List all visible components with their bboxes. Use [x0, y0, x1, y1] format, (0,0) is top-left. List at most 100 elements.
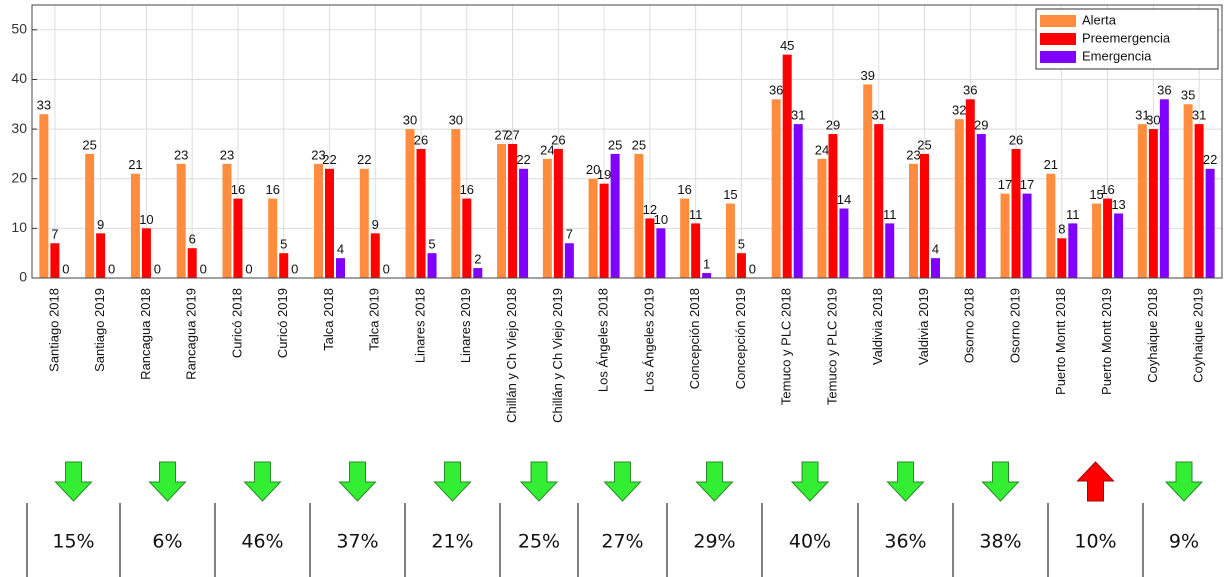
data-label: 9 — [372, 217, 379, 232]
data-label: 22 — [1203, 152, 1217, 167]
bar — [771, 99, 781, 279]
percent-cell: 29% — [693, 531, 735, 553]
data-label: 26 — [1009, 132, 1023, 147]
legend-swatch — [1040, 51, 1076, 63]
x-tick-label: Puerto Montt 2018 — [1053, 288, 1068, 395]
x-tick-label: Santiago 2018 — [46, 288, 61, 372]
bar — [610, 153, 620, 278]
bar — [1000, 193, 1010, 278]
bar — [370, 233, 380, 278]
bar — [599, 183, 609, 278]
legend-swatch — [1040, 15, 1076, 27]
bar — [497, 143, 507, 278]
data-label: 4 — [932, 242, 939, 257]
data-label: 36 — [769, 83, 783, 98]
data-label: 11 — [883, 207, 897, 222]
bar — [1183, 104, 1193, 278]
x-tick-label: Talca 2019 — [367, 288, 382, 351]
data-label: 14 — [837, 192, 851, 207]
x-tick-label: Talca 2018 — [321, 288, 336, 351]
bar — [1194, 124, 1204, 278]
bar — [508, 143, 518, 278]
trend-arrow — [886, 461, 925, 502]
data-label: 12 — [643, 202, 657, 217]
data-label: 15 — [723, 187, 737, 202]
y-tick-label: 30 — [11, 120, 27, 136]
data-label: 24 — [540, 142, 554, 157]
data-label: 31 — [1135, 108, 1149, 123]
bar — [1092, 203, 1102, 278]
bar — [588, 178, 598, 278]
data-label: 21 — [1044, 157, 1058, 172]
bar — [1057, 238, 1067, 278]
data-label: 16 — [1100, 182, 1114, 197]
x-tick-label: Coyhaique 2018 — [1145, 288, 1160, 383]
trend-arrow — [603, 461, 642, 502]
y-tick-label: 40 — [11, 70, 27, 86]
bar — [1159, 99, 1169, 279]
bar — [268, 198, 278, 278]
bar — [976, 134, 986, 278]
y-tick-label: 50 — [11, 21, 27, 37]
data-label: 5 — [428, 237, 435, 252]
percent-cell: 40% — [789, 531, 831, 553]
data-label: 13 — [1111, 197, 1125, 212]
trend-arrow — [148, 461, 187, 502]
data-label: 7 — [51, 227, 58, 242]
x-tick-label: Valdivia 2018 — [870, 288, 885, 365]
bar — [839, 208, 849, 278]
bar — [416, 148, 426, 278]
bar — [1022, 193, 1032, 278]
y-tick-label: 10 — [11, 219, 27, 235]
data-label: 0 — [749, 261, 756, 276]
data-label: 7 — [566, 227, 573, 242]
bar — [176, 163, 186, 278]
data-label: 0 — [108, 261, 115, 276]
bar — [736, 253, 746, 278]
y-tick-label: 0 — [19, 269, 27, 285]
x-tick-label: Curicó 2018 — [229, 288, 244, 358]
percent-cell: 25% — [518, 531, 560, 553]
bar — [39, 114, 49, 278]
data-label: 10 — [139, 212, 153, 227]
percent-cell: 9% — [1169, 531, 1199, 553]
x-tick-label: Valdivia 2019 — [916, 288, 931, 365]
bar — [885, 223, 895, 278]
data-label: 4 — [337, 242, 344, 257]
bar — [691, 223, 701, 278]
data-label: 45 — [780, 38, 794, 53]
data-label: 24 — [815, 142, 829, 157]
data-label: 6 — [189, 232, 196, 247]
legend-label: Alerta — [1082, 12, 1117, 27]
bar — [325, 168, 334, 278]
x-tick-label: Santiago 2019 — [92, 288, 107, 372]
bar — [314, 163, 323, 278]
bar — [1046, 173, 1056, 278]
x-tick-label: Chillán y Ch Viejo 2018 — [504, 288, 519, 423]
data-label: 30 — [1146, 113, 1160, 128]
x-tick-label: Osorno 2018 — [962, 288, 977, 363]
data-label: 16 — [265, 182, 279, 197]
plot-frame — [31, 4, 1223, 279]
x-tick-label: Coyhaique 2019 — [1191, 288, 1206, 383]
bar — [473, 268, 483, 278]
bar — [920, 153, 929, 278]
percent-cell: 15% — [52, 531, 94, 553]
data-label: 16 — [231, 182, 245, 197]
bar — [1103, 198, 1113, 278]
bar — [564, 243, 574, 278]
data-label: 23 — [311, 147, 325, 162]
data-label: 0 — [383, 261, 390, 276]
bar — [336, 258, 345, 278]
bar — [680, 198, 690, 278]
bar — [1011, 148, 1021, 278]
data-label: 8 — [1058, 222, 1065, 237]
x-tick-label: Curicó 2019 — [275, 288, 290, 358]
bar — [279, 253, 289, 278]
bar — [405, 129, 415, 278]
bar — [954, 119, 964, 278]
x-tick-label: Rancagua 2018 — [138, 288, 153, 380]
trend-arrow — [1164, 461, 1204, 502]
bar — [222, 163, 232, 278]
bar — [909, 163, 918, 278]
